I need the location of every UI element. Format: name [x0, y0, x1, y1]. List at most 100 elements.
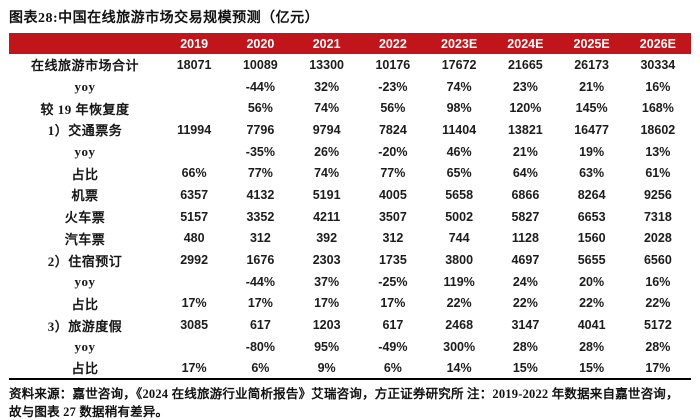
table-cell: 14%	[446, 360, 472, 375]
table-cell: 66%	[181, 166, 207, 181]
table-cell: 4041	[577, 318, 606, 333]
table-cell: 5658	[445, 187, 474, 202]
table-cell: 10089	[242, 57, 278, 72]
table-cell: 28%	[579, 339, 605, 354]
table-cell: 17%	[181, 360, 207, 375]
table-cell: 617	[382, 318, 404, 333]
row-label: 占比	[71, 166, 99, 182]
table-cell: 5002	[445, 209, 474, 224]
corner-cell	[9, 33, 161, 54]
column-header: 2020	[246, 36, 275, 51]
table-cell: 63%	[579, 166, 605, 181]
table-cell: 13%	[645, 144, 671, 159]
table-row: 在线旅游市场合计 18071 10089 13300 10176 17672 21665 26…	[9, 54, 691, 76]
row-label: 火车票	[64, 210, 106, 226]
table-cell: 7824	[378, 122, 407, 137]
table-cell: 64%	[512, 166, 538, 181]
table-cell: 22%	[645, 296, 671, 311]
table-row: 机票 6357 4132 5191 4005 5658 6866 8264 9256	[9, 184, 691, 206]
table-cell: -49%	[378, 339, 408, 354]
table-cell: 16%	[645, 79, 671, 94]
figure-title: 图表28:中国在线旅游市场交易规模预测（亿元）	[9, 11, 320, 26]
table-cell: 312	[382, 231, 404, 246]
table-cell: -23%	[378, 79, 408, 94]
table-cell: 145%	[575, 101, 608, 116]
table-cell: 6357	[180, 187, 209, 202]
column-header: 2023E	[441, 36, 478, 51]
table-cell: 2468	[445, 318, 474, 333]
table-cell: -44%	[245, 79, 275, 94]
table-cell: 22%	[579, 296, 605, 311]
table-cell: 22%	[512, 296, 538, 311]
column-header: 2021	[312, 36, 341, 51]
table-cell: 22%	[446, 296, 472, 311]
column-header: 2019	[180, 36, 209, 51]
table-cell: 5191	[312, 187, 341, 202]
table-cell: 18602	[640, 122, 676, 137]
table-cell: -35%	[245, 144, 275, 159]
table-cell: 74%	[314, 166, 340, 181]
row-label: yoy	[74, 143, 96, 159]
source-note: 资料来源：嘉世咨询，《2024 在线旅游行业简析报告》艾瑞咨询，方正证券研究所 …	[9, 387, 679, 420]
table-cell: -20%	[378, 144, 408, 159]
table-cell: 4005	[378, 187, 407, 202]
table-cell: 1560	[577, 231, 606, 246]
table-cell: 26%	[314, 144, 340, 159]
table-cell: 5827	[511, 209, 540, 224]
table-cell: 24%	[512, 274, 538, 289]
table-cell: 3147	[511, 318, 540, 333]
table-cell: 20%	[579, 274, 605, 289]
table-cell: 21665	[507, 57, 543, 72]
table-cell	[161, 141, 227, 163]
table-cell: 21%	[512, 144, 538, 159]
table-cell: 56%	[380, 101, 406, 116]
row-label: 占比	[71, 296, 99, 312]
table-cell: 9%	[317, 360, 336, 375]
table-row: 汽车票 480 312 392 312 744 1128 1560 2028	[9, 228, 691, 250]
table-cell: 744	[448, 231, 470, 246]
row-label: 汽车票	[64, 231, 106, 247]
table-cell: 74%	[446, 79, 472, 94]
row-label: 较 19 年恢复度	[40, 101, 130, 117]
table-cell: 9794	[312, 122, 341, 137]
table-row: yoy -44% 32% -23% 74% 23% 21% 16%	[9, 76, 691, 98]
row-label: yoy	[74, 273, 96, 289]
table-cell: 61%	[645, 166, 671, 181]
table-row: 2）住宿预订 2992 1676 2303 1735 3800 4697 5655 6560	[9, 249, 691, 271]
table-cell: 17%	[314, 296, 340, 311]
row-label: 3）旅游度假	[47, 318, 123, 334]
table-cell: 10176	[375, 57, 411, 72]
table-cell: 5172	[643, 318, 672, 333]
table-row: yoy -44% 37% -25% 119% 24% 20% 16%	[9, 271, 691, 293]
table-row: yoy -80% 95% -49% 300% 28% 28% 28%	[9, 336, 691, 358]
table-row: 占比 17% 6% 9% 6% 14% 15% 15% 17%	[9, 358, 691, 380]
table-cell: 37%	[314, 274, 340, 289]
table-cell: 480	[183, 231, 205, 246]
column-header: 2025E	[573, 36, 610, 51]
table-cell: 32%	[314, 79, 340, 94]
table-cell: 65%	[446, 166, 472, 181]
table-cell: 17%	[247, 296, 273, 311]
table-cell: 1203	[312, 318, 341, 333]
table-cell: 5157	[180, 209, 209, 224]
table-cell: 6653	[577, 209, 606, 224]
table-header-row: 2019 2020 2021 2022 2023E 2024E 2025E 2026E	[9, 33, 691, 54]
table-cell	[161, 97, 227, 119]
table-cell: 119%	[443, 274, 475, 289]
table-cell: 21%	[579, 79, 605, 94]
table-cell: 23%	[512, 79, 538, 94]
table-cell: 17672	[441, 57, 477, 72]
table-cell: 15%	[512, 360, 538, 375]
table-cell: 3507	[378, 209, 407, 224]
table-cell: 6866	[511, 187, 540, 202]
table-cell: -25%	[378, 274, 408, 289]
table-cell: 16477	[574, 122, 609, 137]
row-label: 机票	[71, 188, 99, 204]
table-cell: 9256	[643, 187, 672, 202]
row-label: 占比	[71, 361, 99, 377]
table-cell: 17%	[181, 296, 207, 311]
table-cell: 13821	[507, 122, 543, 137]
row-label: yoy	[74, 78, 96, 94]
table-row: 占比 66% 77% 74% 77% 65% 64% 63% 61%	[9, 162, 691, 184]
table-cell: 120%	[509, 101, 542, 116]
